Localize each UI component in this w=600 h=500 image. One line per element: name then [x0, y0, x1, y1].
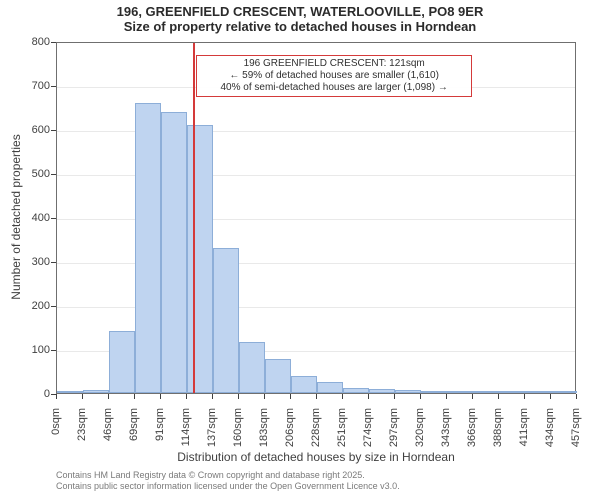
histogram-bar: [213, 248, 239, 393]
histogram-bar: [109, 331, 135, 393]
x-tick-label: 183sqm: [258, 408, 270, 458]
x-tick-mark: [420, 394, 421, 399]
annotation-line-1: ← 59% of detached houses are smaller (1,…: [201, 70, 467, 82]
histogram-chart: 196, GREENFIELD CRESCENT, WATERLOOVILLE,…: [0, 0, 600, 500]
x-tick-label: 320sqm: [414, 408, 426, 458]
x-tick-mark: [238, 394, 239, 399]
x-tick-mark: [446, 394, 447, 399]
x-tick-mark: [316, 394, 317, 399]
plot-area: 196 GREENFIELD CRESCENT: 121sqm← 59% of …: [56, 42, 576, 394]
histogram-bar: [83, 390, 109, 393]
x-tick-label: 457sqm: [570, 408, 582, 458]
histogram-bar: [395, 390, 421, 393]
x-tick-mark: [472, 394, 473, 399]
y-tick-mark: [51, 130, 56, 131]
chart-title: 196, GREENFIELD CRESCENT, WATERLOOVILLE,…: [0, 4, 600, 34]
x-tick-label: 0sqm: [50, 408, 62, 458]
y-tick-label: 500: [18, 168, 50, 180]
x-tick-label: 228sqm: [310, 408, 322, 458]
y-tick-label: 200: [18, 300, 50, 312]
annotation-box: 196 GREENFIELD CRESCENT: 121sqm← 59% of …: [196, 55, 472, 97]
x-tick-mark: [342, 394, 343, 399]
x-tick-mark: [108, 394, 109, 399]
x-tick-label: 366sqm: [466, 408, 478, 458]
annotation-line-0: 196 GREENFIELD CRESCENT: 121sqm: [201, 58, 467, 70]
x-tick-label: 91sqm: [154, 408, 166, 458]
y-tick-label: 700: [18, 80, 50, 92]
x-tick-label: 274sqm: [362, 408, 374, 458]
y-tick-mark: [51, 218, 56, 219]
histogram-bar: [317, 382, 343, 393]
x-tick-mark: [134, 394, 135, 399]
y-tick-label: 800: [18, 36, 50, 48]
y-tick-label: 600: [18, 124, 50, 136]
y-tick-mark: [51, 42, 56, 43]
y-tick-label: 300: [18, 256, 50, 268]
x-tick-mark: [212, 394, 213, 399]
x-tick-mark: [56, 394, 57, 399]
histogram-bar: [499, 391, 525, 393]
x-tick-mark: [264, 394, 265, 399]
x-tick-label: 434sqm: [544, 408, 556, 458]
y-tick-mark: [51, 350, 56, 351]
x-tick-mark: [368, 394, 369, 399]
x-tick-label: 251sqm: [336, 408, 348, 458]
y-tick-label: 400: [18, 212, 50, 224]
histogram-bar: [421, 391, 447, 393]
marker-line: [193, 43, 195, 393]
footer-line-1: Contains HM Land Registry data © Crown c…: [56, 470, 365, 480]
x-tick-label: 46sqm: [102, 408, 114, 458]
x-tick-label: 388sqm: [492, 408, 504, 458]
x-tick-label: 411sqm: [518, 408, 530, 458]
histogram-bar: [343, 388, 369, 393]
histogram-bar: [265, 359, 291, 393]
x-tick-mark: [498, 394, 499, 399]
y-tick-mark: [51, 262, 56, 263]
x-tick-label: 206sqm: [284, 408, 296, 458]
title-line-2: Size of property relative to detached ho…: [0, 19, 600, 34]
y-tick-mark: [51, 174, 56, 175]
y-tick-label: 0: [18, 388, 50, 400]
x-tick-label: 343sqm: [440, 408, 452, 458]
histogram-bar: [525, 391, 551, 393]
x-tick-label: 23sqm: [76, 408, 88, 458]
title-line-1: 196, GREENFIELD CRESCENT, WATERLOOVILLE,…: [0, 4, 600, 19]
x-tick-mark: [524, 394, 525, 399]
footer-line-2: Contains public sector information licen…: [56, 481, 400, 491]
x-tick-mark: [186, 394, 187, 399]
histogram-bar: [161, 112, 187, 393]
x-tick-label: 69sqm: [128, 408, 140, 458]
y-tick-mark: [51, 306, 56, 307]
x-tick-label: 114sqm: [180, 408, 192, 458]
x-tick-mark: [290, 394, 291, 399]
x-tick-label: 297sqm: [388, 408, 400, 458]
annotation-line-2: 40% of semi-detached houses are larger (…: [201, 82, 467, 94]
x-tick-label: 160sqm: [232, 408, 244, 458]
x-tick-mark: [160, 394, 161, 399]
histogram-bar: [135, 103, 161, 393]
histogram-bar: [291, 376, 317, 393]
y-tick-label: 100: [18, 344, 50, 356]
x-tick-mark: [576, 394, 577, 399]
x-tick-mark: [394, 394, 395, 399]
x-tick-label: 137sqm: [206, 408, 218, 458]
histogram-bar: [57, 391, 83, 393]
histogram-bar: [239, 342, 265, 393]
histogram-bar: [551, 391, 577, 393]
y-tick-mark: [51, 86, 56, 87]
histogram-bar: [187, 125, 213, 393]
x-tick-mark: [550, 394, 551, 399]
x-tick-mark: [82, 394, 83, 399]
histogram-bar: [473, 391, 499, 393]
histogram-bar: [369, 389, 395, 393]
histogram-bar: [447, 391, 473, 393]
